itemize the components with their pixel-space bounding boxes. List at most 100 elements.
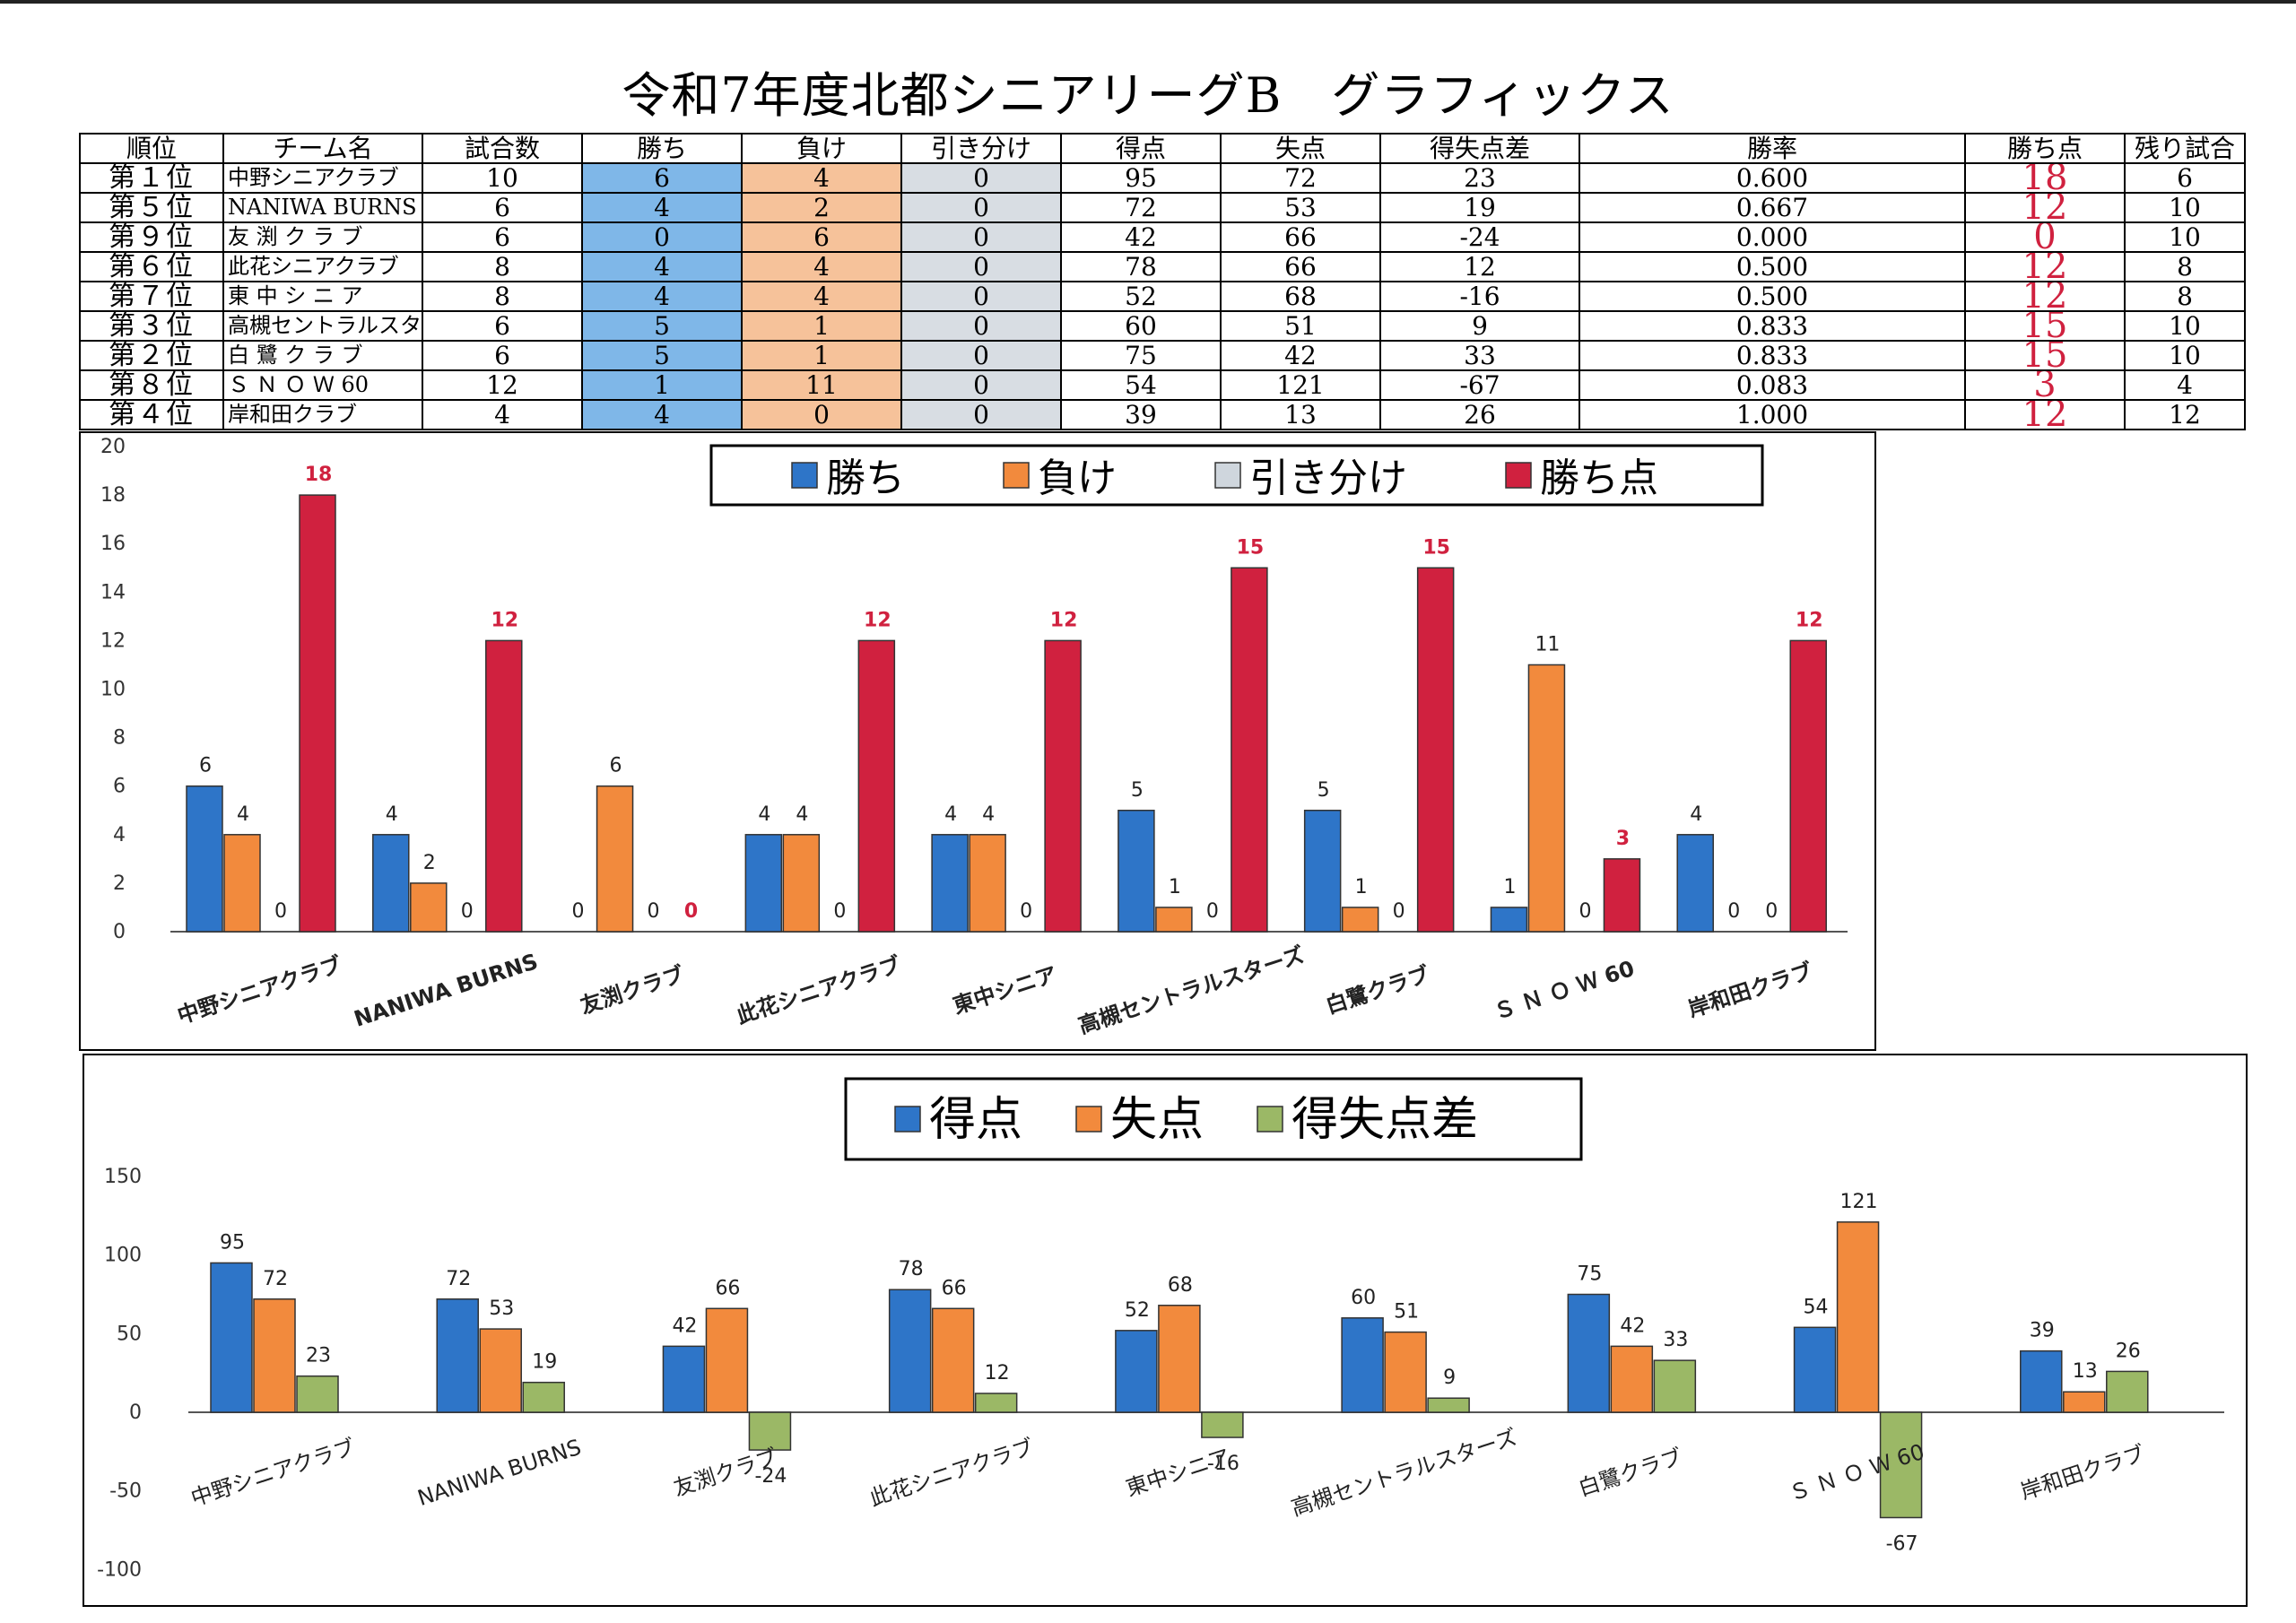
table-cell: 0.500 — [1578, 281, 1966, 312]
table-cell: 13 — [1220, 399, 1381, 430]
data-label: 51 — [1394, 1301, 1419, 1324]
y-tick-label: 150 — [104, 1166, 142, 1188]
bar — [210, 1262, 253, 1413]
data-label: 1 — [1503, 876, 1516, 898]
data-label: 4 — [944, 803, 957, 826]
bar — [1610, 1345, 1654, 1413]
table-cell: 0.600 — [1578, 162, 1966, 194]
legend-label: 引き分け — [1249, 456, 1407, 501]
table-cell: 4 — [741, 162, 902, 194]
table-cell: 友 渕 ク ラ ブ — [222, 221, 423, 253]
bar — [522, 1381, 565, 1413]
bar — [1115, 1330, 1158, 1413]
table-cell: 4 — [581, 192, 743, 223]
y-tick-label: 12 — [100, 629, 126, 652]
table-cell: 42 — [1220, 340, 1381, 371]
table-row: 第２位白 鷺 ク ラ ブ 6 5 1 0 75 42 33 0.833 15 10 — [79, 340, 2246, 371]
bar — [485, 639, 523, 933]
bar — [296, 1375, 339, 1413]
table-cell: 4 — [581, 281, 743, 312]
table-cell: 高槻セントラルスターズ — [222, 310, 423, 342]
table-cell: 中野シニアクラブ — [222, 162, 423, 194]
bar — [299, 494, 336, 933]
y-tick-label: 8 — [113, 727, 126, 750]
bar — [1676, 834, 1714, 933]
x-tick-label: 白鷺クラブ — [1323, 962, 1433, 1020]
bar — [479, 1328, 522, 1413]
table-cell: 10 — [2124, 340, 2246, 371]
data-label: 0 — [572, 900, 585, 923]
table-cell: 12 — [1964, 399, 2126, 430]
bar — [1155, 907, 1193, 933]
table-cell: 12 — [2124, 399, 2246, 430]
table-cell: 12 — [1379, 251, 1580, 282]
legend-swatch — [1505, 462, 1532, 489]
data-label: -67 — [1886, 1532, 1918, 1555]
data-label: 6 — [199, 755, 212, 777]
legend-swatch — [1003, 462, 1030, 489]
table-cell: 12 — [1964, 281, 2126, 312]
legend-box — [844, 1077, 1583, 1161]
y-tick-label: 14 — [100, 581, 126, 603]
table-cell: 18 — [1964, 162, 2126, 194]
table-cell: 0 — [900, 192, 1062, 223]
table-cell: 12 — [1964, 192, 2126, 223]
table-cell: 4 — [581, 399, 743, 430]
data-label: 0 — [648, 900, 660, 923]
table-cell: 8 — [422, 281, 583, 312]
table-cell: 0.833 — [1578, 340, 1966, 371]
data-label: 39 — [2030, 1320, 2055, 1342]
table-cell: 68 — [1220, 281, 1381, 312]
table-cell: 42 — [1060, 221, 1222, 253]
bar — [969, 834, 1006, 933]
y-tick-label: 0 — [129, 1402, 142, 1424]
x-tick-label: 東中シニア — [950, 962, 1060, 1020]
table-cell: 60 — [1060, 310, 1222, 342]
table-cell: -24 — [1379, 221, 1580, 253]
bar — [596, 785, 634, 933]
legend-label: 勝ち点 — [1540, 456, 1658, 501]
table-cell: 72 — [1060, 192, 1222, 223]
bar — [1527, 664, 1566, 933]
data-label: 0 — [1206, 900, 1219, 923]
bar — [1341, 907, 1379, 933]
data-label: 53 — [489, 1298, 514, 1320]
table-cell: 0.083 — [1578, 369, 1966, 401]
data-label: 2 — [423, 852, 436, 874]
legend-swatch — [1075, 1106, 1102, 1133]
data-label: 23 — [306, 1345, 331, 1367]
data-label: 60 — [1351, 1287, 1376, 1309]
bar — [1879, 1411, 1923, 1519]
data-label: 121 — [1840, 1191, 1878, 1213]
table-cell: 66 — [1220, 251, 1381, 282]
y-tick-label: 50 — [117, 1323, 142, 1345]
y-tick-label: 2 — [113, 872, 126, 895]
data-label: 42 — [1620, 1315, 1645, 1337]
table-cell: 0 — [900, 340, 1062, 371]
table-cell: 5 — [581, 340, 743, 371]
data-label: 0 — [1765, 900, 1778, 923]
bar — [782, 834, 821, 933]
table-cell: 1.000 — [1578, 399, 1966, 430]
bar — [1567, 1293, 1611, 1413]
bar — [1490, 907, 1528, 933]
table-cell: 白 鷺 ク ラ ブ — [222, 340, 423, 371]
data-label: 4 — [982, 803, 995, 826]
data-label: 52 — [1125, 1299, 1150, 1322]
data-label: 4 — [758, 803, 770, 826]
table-cell: 1 — [581, 369, 743, 401]
y-tick-label: 6 — [113, 776, 126, 798]
y-tick-label: -100 — [97, 1558, 142, 1581]
page-title: 令和7年度北都シニアリーグB グラフィックス — [622, 67, 1674, 124]
x-tick-label: 高槻セントラルスターズ — [1288, 1424, 1520, 1521]
table-cell: 4 — [422, 399, 583, 430]
table-cell: 6 — [422, 192, 583, 223]
table-cell: 0 — [900, 399, 1062, 430]
table-row: 第４位 岸和田クラブ 4 4 0 0 39 13 26 1.000 12 12 — [79, 399, 2246, 430]
data-label: 11 — [1535, 633, 1560, 655]
data-label: 4 — [237, 803, 249, 826]
x-tick-label: 白鷺クラブ — [1575, 1445, 1685, 1502]
table-cell: 第４位 — [79, 399, 224, 430]
table-cell: 此花シニアクラブ — [222, 251, 423, 282]
